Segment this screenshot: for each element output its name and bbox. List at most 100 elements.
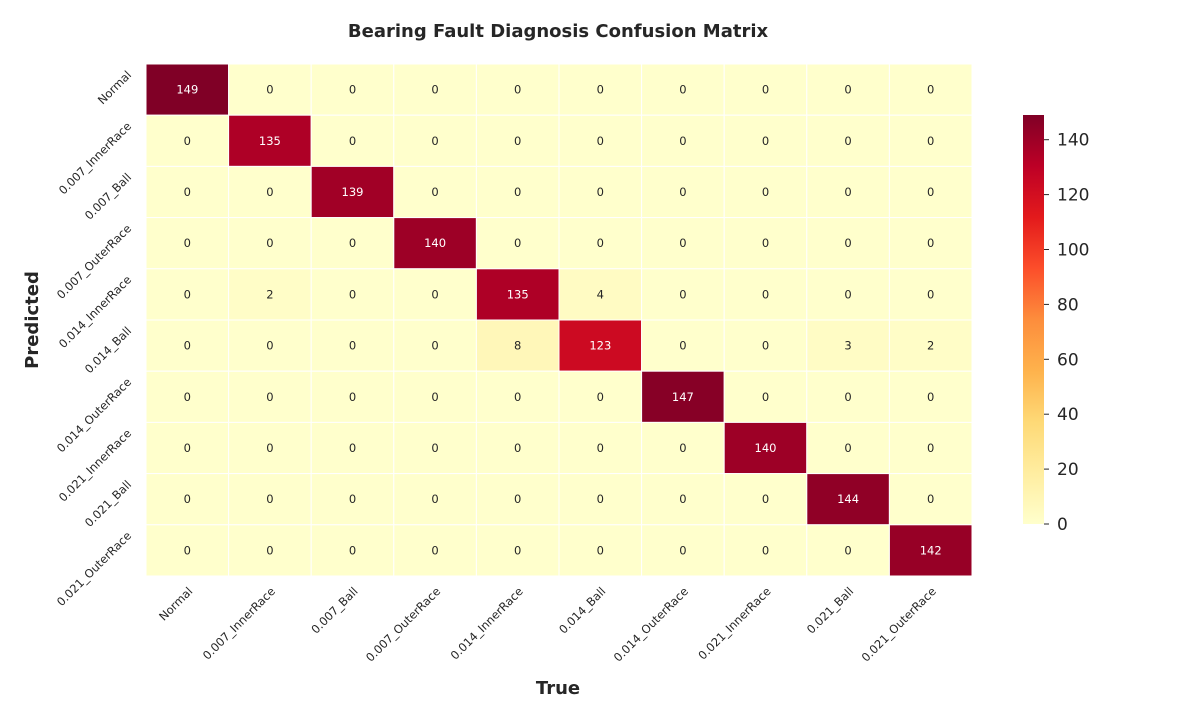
colorbar-tick-label: 60 xyxy=(1057,350,1079,370)
heatmap-cell xyxy=(228,63,312,116)
cell-value-label: 0 xyxy=(844,134,851,148)
heatmap-cell xyxy=(310,319,395,372)
cell-value-label: 0 xyxy=(597,185,604,199)
cell-value-label: 0 xyxy=(349,441,356,455)
heatmap-cell xyxy=(806,114,890,167)
cell-value-label: 0 xyxy=(679,543,686,557)
cell-value-label: 0 xyxy=(844,236,851,250)
heatmap-cell xyxy=(723,268,808,321)
heatmap-cell xyxy=(641,217,725,270)
heatmap-cell xyxy=(310,268,395,321)
colorbar-tick-label: 20 xyxy=(1057,460,1079,480)
cell-value-label: 0 xyxy=(184,287,191,301)
heatmap-cell xyxy=(475,268,560,321)
heatmap-cell xyxy=(888,370,973,423)
heatmap-cell xyxy=(806,268,890,321)
heatmap-cell xyxy=(145,524,230,577)
colorbar-tick-label: 40 xyxy=(1057,405,1079,425)
cell-value-label: 0 xyxy=(927,441,934,455)
heatmap-cell xyxy=(888,524,973,577)
cell-value-label: 0 xyxy=(927,134,934,148)
cell-value-label: 0 xyxy=(431,441,438,455)
cell-value-label: 0 xyxy=(431,134,438,148)
cell-value-label: 0 xyxy=(349,543,356,557)
y-tick-label: 0.021_OuterRace xyxy=(54,529,134,609)
heatmap-cell xyxy=(145,473,230,526)
heatmap-cell xyxy=(475,319,560,372)
cell-value-label: 123 xyxy=(589,339,611,353)
cell-value-label: 0 xyxy=(679,339,686,353)
cell-value-label: 0 xyxy=(184,339,191,353)
heatmap-cell xyxy=(145,63,230,116)
cell-value-label: 0 xyxy=(349,390,356,404)
heatmap-cell xyxy=(641,268,725,321)
x-tick-label: 0.014_Ball xyxy=(556,584,608,636)
cell-value-label: 0 xyxy=(679,236,686,250)
heatmap-cell xyxy=(641,370,725,423)
cell-value-label: 3 xyxy=(844,339,851,353)
heatmap-cell xyxy=(558,370,643,423)
cell-value-label: 2 xyxy=(927,339,934,353)
cell-value-label: 135 xyxy=(259,134,281,148)
cell-value-label: 0 xyxy=(266,441,273,455)
heatmap-cell xyxy=(558,114,643,167)
cell-value-label: 0 xyxy=(514,441,521,455)
heatmap-cell xyxy=(641,114,725,167)
cell-value-label: 0 xyxy=(349,339,356,353)
heatmap-cell xyxy=(888,165,973,219)
heatmap-cell xyxy=(145,165,230,219)
heatmap-cell xyxy=(806,370,890,423)
cell-value-label: 0 xyxy=(597,492,604,506)
heatmap-cell xyxy=(888,217,973,270)
cell-value-label: 0 xyxy=(597,236,604,250)
heatmap-cell xyxy=(558,217,643,270)
heatmap-cell xyxy=(723,370,808,423)
x-tick-label: 0.014_InnerRace xyxy=(448,584,526,662)
heatmap-cell xyxy=(393,319,477,372)
colorbar-tick-label: 100 xyxy=(1057,241,1089,261)
cell-value-label: 0 xyxy=(927,287,934,301)
cell-value-label: 0 xyxy=(266,339,273,353)
x-axis-ticks: Normal 0.007_InnerRace 0.007_Ball 0.007_Out… xyxy=(156,584,939,664)
cell-value-label: 0 xyxy=(597,83,604,97)
heatmap-cell xyxy=(228,473,312,526)
heatmap-cell xyxy=(393,370,477,423)
cell-value-label: 0 xyxy=(431,83,438,97)
heatmap-cell xyxy=(806,524,890,577)
cell-value-label: 0 xyxy=(514,492,521,506)
y-axis-ticks: Normal0.007_InnerRace0.007_Ball0.007_Out… xyxy=(54,68,134,609)
heatmap-cell xyxy=(558,268,643,321)
cell-value-label: 0 xyxy=(266,83,273,97)
x-tick-label: Normal xyxy=(156,584,195,623)
cell-value-label: 2 xyxy=(266,287,273,301)
cell-value-label: 0 xyxy=(266,492,273,506)
heatmap-cell xyxy=(393,63,477,116)
cell-value-label: 0 xyxy=(266,390,273,404)
x-axis-label: True xyxy=(536,678,580,699)
cell-value-label: 0 xyxy=(844,441,851,455)
x-tick-label: 0.007_Ball xyxy=(308,584,360,636)
heatmap-cell xyxy=(641,473,725,526)
cell-value-label: 0 xyxy=(679,134,686,148)
x-tick-label: 0.014_OuterRace xyxy=(611,584,691,664)
cell-value-label: 0 xyxy=(431,287,438,301)
cell-value-label: 0 xyxy=(679,441,686,455)
x-tick-label: 0.007_InnerRace xyxy=(200,584,278,662)
x-tick-label: 0.021_InnerRace xyxy=(695,584,773,662)
cell-value-label: 0 xyxy=(349,287,356,301)
heatmap-cell xyxy=(475,165,560,219)
heatmap-cells: 149 0 0 0 0 0 0 0 0 0 0 135 0 0 0 0 0 0 0 0 0 0 139 0 0 0 0 0 0 0 0 0 0 1… xyxy=(145,63,973,577)
heatmap-cell xyxy=(888,421,973,475)
cell-value-label: 0 xyxy=(184,441,191,455)
colorbar-tick-label: 140 xyxy=(1057,131,1089,151)
heatmap-cell xyxy=(228,421,312,475)
heatmap-cell xyxy=(228,268,312,321)
cell-value-label: 0 xyxy=(184,185,191,199)
heatmap-cell xyxy=(558,63,643,116)
cell-value-label: 0 xyxy=(762,287,769,301)
cell-value-label: 0 xyxy=(349,492,356,506)
cell-value-label: 0 xyxy=(431,339,438,353)
cell-value-label: 0 xyxy=(927,83,934,97)
heatmap-cell xyxy=(310,524,395,577)
heatmap-cell xyxy=(475,524,560,577)
